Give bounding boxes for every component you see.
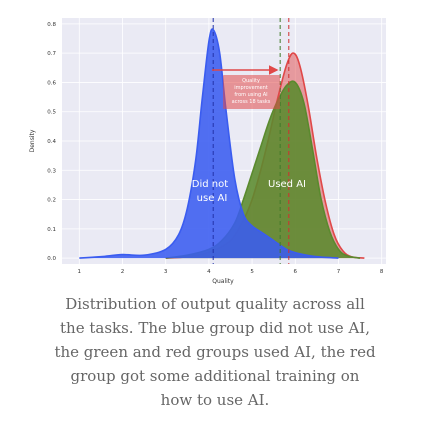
caption-line-2: the tasks. The blue group did not use AI… <box>60 319 370 337</box>
label-used-ai: Used AI <box>268 179 306 190</box>
density-area-no-ai <box>79 29 339 259</box>
y-tick-label: 0.6 <box>47 80 56 86</box>
y-tick-label: 0.4 <box>47 139 56 145</box>
x-tick-label: 2 <box>121 269 125 275</box>
label-did-not-use-ai-line-2: use AI <box>197 193 228 204</box>
improvement-annotation: Quality improvement from using AI across… <box>223 75 280 109</box>
y-tick-label: 0.8 <box>47 22 56 28</box>
x-tick-label: 1 <box>78 269 82 275</box>
y-tick-label: 0.3 <box>47 168 56 174</box>
x-tick-label: 5 <box>250 269 254 275</box>
figure-caption: Distribution of output quality across al… <box>40 292 390 412</box>
annotation-box <box>223 75 280 109</box>
caption-line-4: group got some additional training on <box>70 367 360 385</box>
y-tick-label: 0.1 <box>47 227 56 233</box>
x-tick-label: 6 <box>294 269 298 275</box>
annotation-line-3: from using AI <box>234 92 267 98</box>
y-tick-label: 0.5 <box>47 110 56 116</box>
x-tick-label: 3 <box>164 269 168 275</box>
x-tick-label: 8 <box>380 269 384 275</box>
annotation-line-4: across 18 tasks <box>232 99 271 105</box>
x-axis-label: Quality <box>212 278 234 285</box>
y-tick-label: 0.0 <box>47 256 56 262</box>
density-area-ai-green <box>165 81 361 259</box>
caption-line-5: how to use AI. <box>160 391 270 409</box>
y-axis-label: Density <box>29 129 36 152</box>
density-chart: 1 2 3 4 5 6 7 8 0.0 0.1 0.2 0.3 0.4 0.5 0.6 0.7 0.8 Qual… <box>29 18 386 285</box>
annotation-line-2: improvement <box>234 85 268 91</box>
y-tick-label: 0.7 <box>47 51 56 57</box>
caption-line-3: the green and red groups used AI, the re… <box>54 343 376 361</box>
annotation-line-1: Quality <box>242 78 260 84</box>
x-tick-label: 7 <box>337 269 341 275</box>
y-tick-label: 0.2 <box>47 198 56 204</box>
axis-ticks: 1 2 3 4 5 6 7 8 0.0 0.1 0.2 0.3 0.4 0.5 0.6 0.7 0.8 <box>47 22 384 275</box>
x-tick-label: 4 <box>207 269 211 275</box>
caption-line-1: Distribution of output quality across al… <box>65 295 365 313</box>
mean-lines <box>212 18 290 264</box>
label-did-not-use-ai-line-1: Did not <box>192 179 228 190</box>
